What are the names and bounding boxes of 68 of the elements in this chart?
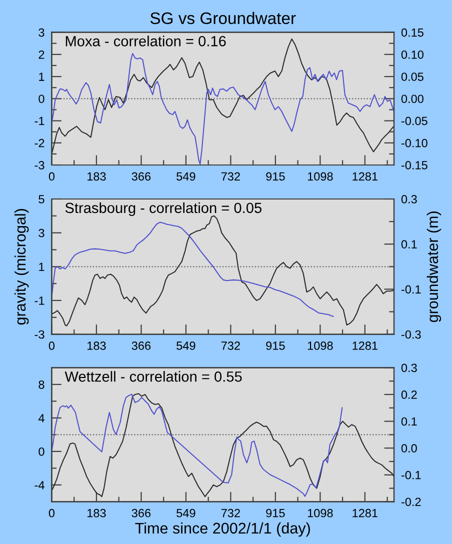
y2-tick-label: 0.3 xyxy=(401,364,417,372)
x-tick-label: 915 xyxy=(266,342,285,350)
x-tick-label: 732 xyxy=(221,508,240,518)
y2-tick-label: 0.1 xyxy=(401,417,417,426)
x-tick-label: 0 xyxy=(48,172,55,181)
y-tick-label: 3 xyxy=(38,228,44,238)
x-tick-label: 1281 xyxy=(352,508,378,518)
chart-title: SG vs Groundwater xyxy=(150,12,296,24)
annotation: Wettzell - correlation = 0.55 xyxy=(64,371,242,382)
x-tick-label: 1098 xyxy=(308,342,333,350)
y2-tick-label: 0.1 xyxy=(401,240,417,248)
annotation: Strasbourg - correlation = 0.05 xyxy=(65,202,262,216)
x-tick-label: 1281 xyxy=(352,342,378,350)
y2-tick-label: -0.10 xyxy=(401,138,428,148)
y-tick-label: 1 xyxy=(39,72,44,81)
y2-tick-label: -0.15 xyxy=(401,161,428,170)
annotation: Moxa - correlation = 0.16 xyxy=(66,36,226,46)
y-tick-label: 2 xyxy=(38,50,44,59)
x-axis-title: Time since 2002/1/1 (day) xyxy=(135,522,310,537)
y2-tick-label: 0.05 xyxy=(401,72,424,81)
line-series xyxy=(52,222,334,317)
y-tick-label: 1 xyxy=(39,262,44,271)
y2-tick-label: 0.00 xyxy=(401,94,424,104)
y2-tick-label: -0.3 xyxy=(401,330,421,339)
x-tick-label: 183 xyxy=(88,342,106,350)
line-series xyxy=(52,394,343,497)
x-tick-label: 0 xyxy=(48,342,55,350)
y2-tick-label: 0.10 xyxy=(401,50,424,59)
x-tick-label: 1098 xyxy=(308,508,333,518)
y-tick-label: 8 xyxy=(38,380,44,389)
y2-tick-label: -0.1 xyxy=(401,285,421,294)
line-series xyxy=(52,215,394,326)
y2-tick-label: -0.05 xyxy=(401,116,428,126)
y2-tick-label: 0.15 xyxy=(401,28,424,37)
x-tick-label: 732 xyxy=(221,342,240,350)
x-tick-label: 183 xyxy=(88,508,106,518)
y-tick-label: -3 xyxy=(34,330,44,339)
y-tick-label: -3 xyxy=(34,161,44,170)
x-tick-label: 1281 xyxy=(352,172,378,181)
x-tick-label: 549 xyxy=(176,508,196,518)
x-tick-label: 549 xyxy=(176,172,196,181)
x-tick-label: 915 xyxy=(266,172,285,181)
x-tick-label: 732 xyxy=(221,172,240,181)
y-tick-label: 5 xyxy=(38,195,44,204)
x-tick-label: 366 xyxy=(132,172,151,181)
y-tick-label: -1 xyxy=(34,116,44,126)
x-tick-label: 915 xyxy=(266,508,285,518)
y-tick-label: -1 xyxy=(34,296,44,305)
x-tick-label: 0 xyxy=(48,508,55,518)
y2-axis-title: groundwater (m) xyxy=(426,212,442,322)
line-series xyxy=(52,393,394,498)
y-axis-title: gravity (microgal) xyxy=(14,209,29,325)
y2-tick-label: 0.3 xyxy=(401,195,417,204)
x-tick-label: 366 xyxy=(132,508,151,518)
x-tick-label: 366 xyxy=(132,342,151,350)
x-tick-label: 183 xyxy=(88,172,106,181)
y2-tick-label: 0.0 xyxy=(401,444,417,452)
y-tick-label: 0 xyxy=(38,447,44,456)
y-tick-label: 3 xyxy=(38,28,44,37)
y-tick-label: -2 xyxy=(34,138,44,148)
x-tick-label: 549 xyxy=(176,342,196,350)
y2-tick-label: -0.2 xyxy=(401,498,421,506)
y2-tick-label: 0.2 xyxy=(401,390,417,399)
y2-tick-label: -0.1 xyxy=(401,470,421,480)
y-tick-label: 0 xyxy=(38,94,44,104)
y-tick-label: 4 xyxy=(38,414,44,422)
x-tick-label: 1098 xyxy=(308,172,333,181)
y-tick-label: -4 xyxy=(34,481,44,490)
